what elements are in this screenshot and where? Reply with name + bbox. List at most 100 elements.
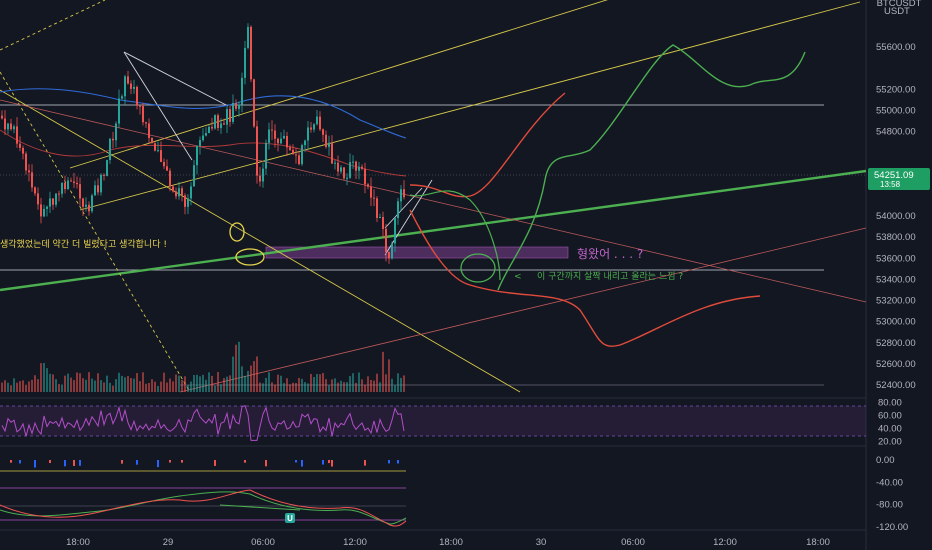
candle-body[interactable] [190, 186, 192, 199]
candle-body[interactable] [118, 98, 120, 124]
candle-body[interactable] [196, 146, 198, 166]
candle-body[interactable] [388, 251, 390, 259]
candle-body[interactable] [403, 189, 405, 198]
candle-body[interactable] [277, 138, 279, 144]
candle-body[interactable] [340, 167, 342, 172]
candle-body[interactable] [97, 185, 99, 193]
candle-body[interactable] [217, 115, 219, 129]
candle-body[interactable] [10, 123, 12, 130]
red-forecast-path-1[interactable] [409, 92, 566, 198]
candle-body[interactable] [70, 180, 72, 182]
candle-body[interactable] [106, 160, 108, 176]
candle-body[interactable] [328, 142, 330, 147]
osc-green-trendline[interactable] [219, 504, 301, 511]
candle-body[interactable] [265, 142, 267, 169]
candle-body[interactable] [79, 184, 81, 199]
upper-channel-line-2[interactable] [69, 0, 830, 169]
candle-body[interactable] [361, 166, 363, 169]
candle-body[interactable] [34, 187, 36, 194]
candle-body[interactable] [238, 104, 240, 109]
candle-body[interactable] [1, 115, 3, 119]
candle-body[interactable] [397, 201, 399, 218]
candle-body[interactable] [61, 182, 63, 194]
candle-body[interactable] [160, 150, 162, 163]
green-forecast-path[interactable] [497, 44, 806, 291]
candle-body[interactable] [7, 123, 9, 130]
candle-body[interactable] [286, 136, 288, 148]
candle-body[interactable] [346, 177, 348, 179]
candle-body[interactable] [124, 76, 126, 97]
candle-body[interactable] [166, 166, 168, 171]
yellow-circle-upper[interactable] [229, 222, 245, 242]
candle-body[interactable] [334, 162, 336, 164]
red-rising-line[interactable] [179, 227, 867, 393]
candle-body[interactable] [145, 122, 147, 124]
time-axis[interactable]: 18:00 29 06:00 12:00 18:00 30 06:00 12:00 18:00 [66, 537, 830, 548]
candle-body[interactable] [130, 83, 132, 89]
candle-body[interactable] [85, 204, 87, 207]
candle-body[interactable] [52, 198, 54, 205]
candle-body[interactable] [55, 193, 57, 205]
candle-body[interactable] [313, 124, 315, 130]
candle-body[interactable] [67, 180, 69, 190]
candle-body[interactable] [91, 195, 93, 212]
candle-body[interactable] [172, 186, 174, 192]
candle-body[interactable] [247, 26, 249, 48]
candle-body[interactable] [253, 79, 255, 127]
candle-body[interactable] [283, 136, 285, 139]
white-wedge-bottom[interactable] [123, 51, 193, 161]
candle-body[interactable] [355, 161, 357, 171]
candle-body[interactable] [163, 162, 165, 167]
candle-body[interactable] [394, 217, 396, 244]
candle-body[interactable] [109, 138, 111, 161]
candle-body[interactable] [178, 188, 180, 197]
osc-red-line[interactable] [0, 489, 407, 527]
candle-body[interactable] [262, 168, 264, 182]
candle-body[interactable] [37, 193, 39, 205]
candle-body[interactable] [214, 115, 216, 129]
candle-body[interactable] [343, 167, 345, 179]
candle-body[interactable] [322, 129, 324, 135]
oscillator-axis[interactable]: 0.00 -40.00 -80.00 -120.00 [876, 455, 908, 533]
candle-body[interactable] [73, 181, 75, 183]
falling-channel-line[interactable] [0, 89, 521, 393]
candle-body[interactable] [205, 133, 207, 136]
candle-body[interactable] [58, 193, 60, 195]
candle-body[interactable] [211, 126, 213, 129]
candle-body[interactable] [232, 102, 234, 122]
candle-body[interactable] [94, 185, 96, 196]
candle-body[interactable] [181, 188, 183, 196]
candle-body[interactable] [364, 168, 366, 185]
candle-body[interactable] [250, 26, 252, 80]
candle-body[interactable] [391, 243, 393, 259]
candle-body[interactable] [40, 204, 42, 217]
osc-green-line[interactable] [0, 491, 407, 525]
blue-moving-average[interactable] [0, 88, 407, 139]
candle-body[interactable] [274, 130, 276, 139]
candle-body[interactable] [4, 118, 6, 130]
candle-body[interactable] [256, 126, 258, 176]
rsi-axis[interactable]: 80.00 60.00 40.00 20.00 [878, 397, 902, 447]
candle-body[interactable] [295, 154, 297, 156]
price-axis[interactable]: 55600.0055200.0055000.0054800.0054400.00… [876, 42, 916, 391]
white-wedge-top[interactable] [123, 51, 229, 107]
candle-body[interactable] [127, 76, 129, 84]
candle-body[interactable] [151, 137, 153, 144]
candle-body[interactable] [220, 123, 222, 129]
candle-body[interactable] [358, 166, 360, 171]
candle-body[interactable] [22, 147, 24, 154]
candle-body[interactable] [121, 96, 123, 99]
candle-body[interactable] [310, 127, 312, 130]
candle-body[interactable] [259, 175, 261, 182]
candle-body[interactable] [208, 126, 210, 134]
candle-body[interactable] [139, 105, 141, 107]
upper-channel-line[interactable] [79, 1, 861, 211]
candle-body[interactable] [373, 197, 375, 199]
candle-body[interactable] [292, 149, 294, 155]
candle-body[interactable] [115, 123, 117, 141]
red-diagonal-line[interactable] [0, 99, 867, 303]
candle-body[interactable] [157, 150, 159, 152]
dashed-fall-line[interactable] [0, 71, 191, 393]
candle-body[interactable] [367, 184, 369, 187]
